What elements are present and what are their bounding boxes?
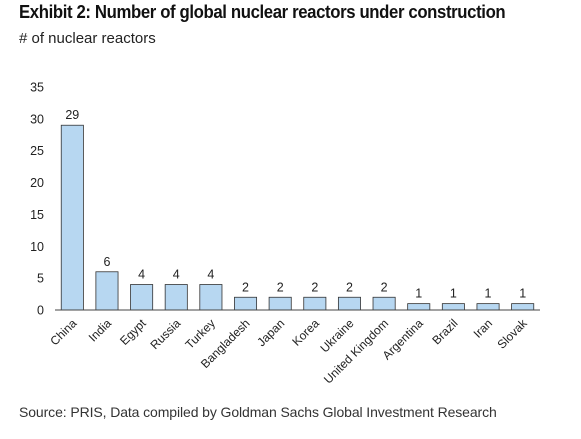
data-label: 4 [173, 268, 180, 282]
x-tick-label: China [47, 316, 79, 348]
data-label: 1 [415, 287, 422, 301]
bar-brazil [441, 303, 465, 311]
y-axis: 0 5 10 15 20 25 30 35 [30, 81, 44, 318]
data-label: 2 [381, 280, 388, 294]
x-tick-label: Egypt [117, 316, 149, 348]
data-label: 29 [65, 108, 79, 122]
bar-korea [303, 296, 327, 311]
x-tick-label: Slovak [494, 316, 530, 352]
bar-egypt [130, 284, 154, 311]
data-label: 2 [346, 280, 353, 294]
bar-japan [268, 296, 292, 311]
bar-china [60, 124, 84, 311]
bar-turkey [199, 284, 223, 311]
y-tick-label: 15 [30, 208, 44, 222]
bar-slovak [511, 303, 535, 311]
data-label: 2 [277, 280, 284, 294]
data-label: 6 [103, 255, 110, 269]
x-tick-label: Japan [254, 316, 287, 349]
bar-united-kingdom [372, 296, 396, 311]
data-label: 4 [207, 268, 214, 282]
y-tick-label: 5 [37, 272, 44, 286]
x-tick-label: Korea [289, 316, 322, 349]
bar-argentina [407, 303, 431, 311]
x-tick-label: Iran [471, 316, 496, 341]
bar-russia [164, 284, 188, 311]
bar-india [95, 271, 119, 311]
y-tick-label: 25 [30, 144, 44, 158]
source-note: Source: PRIS, Data compiled by Goldman S… [19, 404, 497, 420]
chart-subtitle: # of nuclear reactors [19, 30, 156, 47]
data-label: 1 [450, 287, 457, 301]
data-label: 2 [311, 280, 318, 294]
bars: 29 6 4 4 4 2 2 2 2 2 1 1 1 1 [60, 108, 535, 311]
x-tick-label: Russia [148, 316, 184, 352]
bar-iran [476, 303, 500, 311]
bar-chart: 0 5 10 15 20 25 30 35 29 6 4 4 4 2 2 2 2 2 1 1 1 1 China Indi… [30, 81, 540, 387]
bar-ukraine [337, 296, 361, 311]
x-tick-label: Brazil [429, 316, 460, 347]
y-tick-label: 20 [30, 176, 44, 190]
x-tick-label: India [86, 316, 115, 345]
bar-bangladesh [234, 296, 258, 311]
data-label: 2 [242, 280, 249, 294]
y-tick-label: 30 [30, 112, 44, 126]
chart-title: Exhibit 2: Number of global nuclear reac… [19, 2, 506, 22]
data-label: 1 [519, 287, 526, 301]
data-label: 1 [485, 287, 492, 301]
y-tick-label: 0 [37, 304, 44, 318]
data-label: 4 [138, 268, 145, 282]
y-tick-label: 10 [30, 240, 44, 254]
y-tick-label: 35 [30, 81, 44, 95]
